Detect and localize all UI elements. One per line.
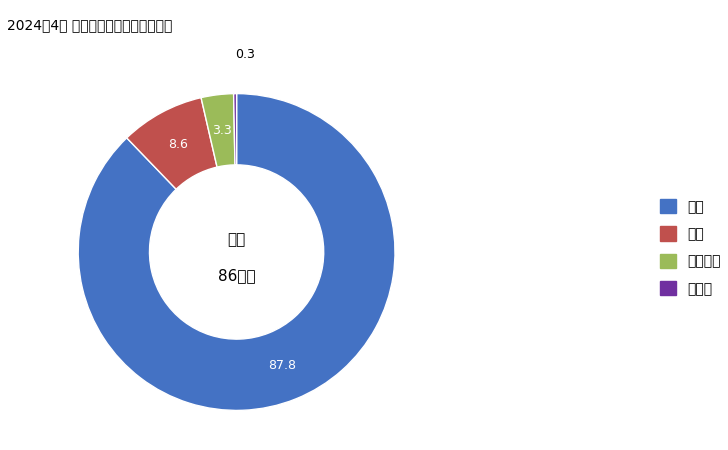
Text: 87.8: 87.8 (269, 360, 296, 372)
Text: 8.6: 8.6 (168, 138, 188, 151)
Wedge shape (78, 94, 395, 410)
Wedge shape (127, 98, 217, 189)
Text: 3.3: 3.3 (212, 124, 232, 137)
Wedge shape (201, 94, 235, 167)
Legend: 中国, タイ, ベトナム, その他: 中国, タイ, ベトナム, その他 (660, 199, 721, 296)
Text: 86億円: 86億円 (218, 268, 256, 283)
Text: 総額: 総額 (227, 232, 246, 247)
Text: 2024年4月 輸入相手国のシェア（％）: 2024年4月 輸入相手国のシェア（％） (7, 18, 173, 32)
Text: 0.3: 0.3 (234, 48, 255, 60)
Wedge shape (234, 94, 237, 165)
